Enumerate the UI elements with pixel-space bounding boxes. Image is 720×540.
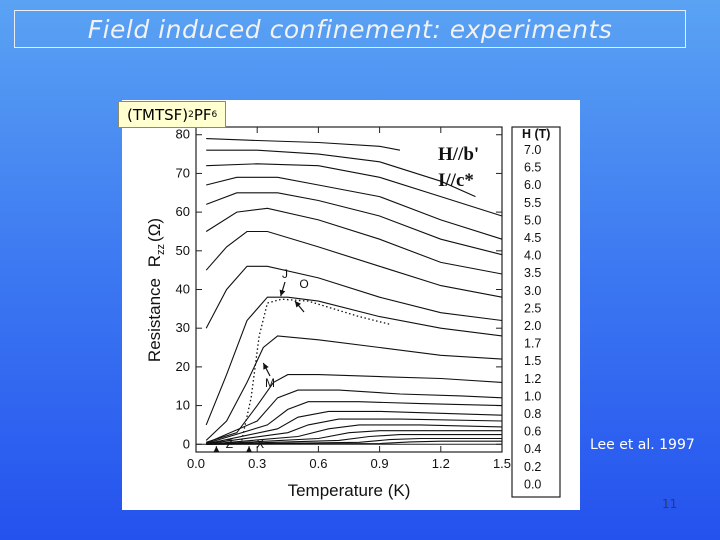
marker-label-o: O bbox=[299, 277, 308, 291]
x-tick-label: 0.0 bbox=[187, 456, 205, 471]
compound-mid: PF bbox=[193, 105, 212, 124]
y-tick-label: 30 bbox=[176, 320, 190, 335]
legend-entry: 0.6 bbox=[524, 425, 541, 439]
marker-arrow-m-head bbox=[263, 363, 269, 370]
compound-sub2: 6 bbox=[211, 109, 218, 120]
y-axis-title-symbol: R bbox=[145, 255, 164, 267]
slide-title: Field induced confinement: experiments bbox=[87, 14, 613, 44]
citation: Lee et al. 1997 bbox=[590, 437, 695, 453]
x-tick-label: 0.9 bbox=[371, 456, 389, 471]
annotation-field: H//b' bbox=[438, 144, 479, 165]
legend-entry: 1.5 bbox=[524, 354, 541, 368]
curve-1-5T bbox=[206, 401, 503, 445]
y-tick-label: 40 bbox=[176, 282, 190, 297]
dotted-curve bbox=[240, 298, 390, 445]
curve-4-0T bbox=[205, 230, 503, 298]
curve-3-5T bbox=[205, 265, 503, 329]
curve-1-0T bbox=[206, 418, 503, 445]
legend-entry: 4.0 bbox=[524, 249, 541, 263]
marker-arrow-o-head bbox=[294, 301, 301, 308]
legend-entry: 0.0 bbox=[524, 477, 541, 491]
legend-entry: 6.0 bbox=[524, 178, 541, 192]
y-tick-label: 80 bbox=[176, 127, 190, 142]
legend-entry: 3.0 bbox=[524, 284, 541, 298]
slide-title-box: Field induced confinement: experiments bbox=[14, 10, 686, 48]
legend-entry: 2.0 bbox=[524, 319, 541, 333]
y-tick-label: 70 bbox=[176, 165, 190, 180]
curve-1-2T bbox=[206, 410, 503, 445]
chart-svg: 0.0 0.3 0.6 0.9 1.2 1.5 0 10 20 30 40 50 60 70 80 H (T… bbox=[145, 126, 561, 500]
marker-label-z: Z bbox=[226, 437, 233, 451]
curve-2-0T bbox=[206, 374, 503, 443]
y-axis-title: Resistance Rzz (Ω) bbox=[145, 218, 167, 362]
y-tick-label: 50 bbox=[176, 243, 190, 258]
resistance-chart: 0.0 0.3 0.6 0.9 1.2 1.5 0 10 20 30 40 50 60 70 80 H (T… bbox=[122, 100, 580, 510]
y-axis-title-text: Resistance bbox=[145, 278, 164, 362]
y-tick-label: 20 bbox=[176, 359, 190, 374]
curve-3-0T bbox=[205, 296, 503, 426]
legend-entry: 0.2 bbox=[524, 460, 541, 474]
y-tick-label: 60 bbox=[176, 204, 190, 219]
curve-0-2T bbox=[206, 437, 502, 445]
y-axis-title-unit: (Ω) bbox=[145, 218, 164, 242]
legend-entry: 5.5 bbox=[524, 196, 541, 210]
compound-sub1: 2 bbox=[188, 109, 194, 120]
curve-0-6T bbox=[206, 430, 502, 445]
x-tick-label: 0.6 bbox=[309, 456, 327, 471]
curve-0-0T bbox=[206, 440, 502, 445]
curve-2-5T bbox=[205, 335, 503, 441]
marker-arrow-x-head bbox=[246, 446, 252, 453]
marker-arrow-z-head bbox=[213, 446, 220, 453]
curve-7-0T bbox=[206, 138, 401, 151]
legend-title: H (T) bbox=[522, 127, 550, 141]
curve-1-7T bbox=[205, 389, 503, 444]
legend-entry: 0.4 bbox=[524, 442, 541, 456]
y-tick-label: 10 bbox=[176, 398, 190, 413]
curve-6-5T bbox=[206, 149, 476, 198]
legend-entry: 1.0 bbox=[524, 389, 541, 403]
legend-entry: 1.7 bbox=[524, 337, 541, 351]
x-tick-label: 0.3 bbox=[248, 456, 266, 471]
legend-entry: 0.8 bbox=[524, 407, 541, 421]
x-axis-title: Temperature (K) bbox=[288, 481, 411, 500]
marker-label-j: J bbox=[282, 267, 288, 281]
y-axis-title-subscript: zz bbox=[155, 244, 167, 255]
x-tick-label: 1.2 bbox=[432, 456, 450, 471]
curve-5-0T bbox=[206, 192, 503, 256]
curve-4-5T bbox=[205, 207, 503, 275]
marker-label-m: M bbox=[265, 376, 275, 390]
curve-6-0T bbox=[206, 163, 503, 217]
legend-entry: 5.0 bbox=[524, 213, 541, 227]
y-tick-label: 0 bbox=[183, 436, 190, 451]
annotation-current: I//c* bbox=[438, 170, 474, 191]
compound-base: (TMTSF) bbox=[127, 105, 189, 124]
legend-entry: 4.5 bbox=[524, 231, 541, 245]
legend-entry: 3.5 bbox=[524, 266, 541, 280]
legend-frame bbox=[511, 126, 561, 498]
legend-entry: 7.0 bbox=[524, 143, 541, 157]
compound-label: (TMTSF) 2 PF 6 bbox=[118, 101, 227, 128]
legend-entry: 1.2 bbox=[524, 372, 541, 386]
curve-5-5T bbox=[206, 176, 503, 240]
curve-0-4T bbox=[206, 434, 502, 445]
marker-arrow-j-head bbox=[279, 289, 286, 297]
x-tick-label: 1.5 bbox=[493, 456, 511, 471]
legend-entry: 6.5 bbox=[524, 161, 541, 175]
page-number: 11 bbox=[662, 497, 678, 511]
curve-0-8T bbox=[206, 424, 503, 445]
marker-label-x: X bbox=[256, 437, 264, 451]
legend-entry: 2.5 bbox=[524, 301, 541, 315]
